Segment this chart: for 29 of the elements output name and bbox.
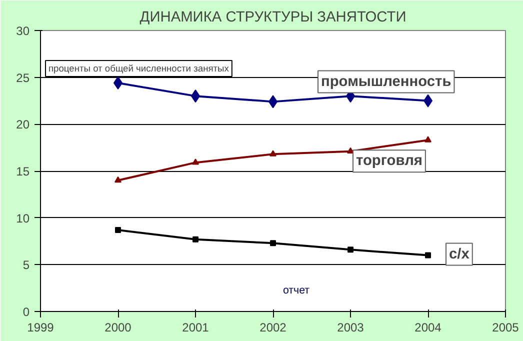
annotation: проценты от общей численности занятых — [48, 64, 230, 74]
series-label: промышленность — [321, 74, 452, 90]
x-tick-label: 2005 — [492, 320, 520, 334]
chart-title: ДИНАМИКА СТРУКТУРЫ ЗАНЯТОСТИ — [140, 10, 406, 26]
point — [424, 136, 432, 142]
y-tick-label: 20 — [16, 118, 30, 132]
x-tick-label: 1999 — [27, 320, 54, 334]
point — [192, 236, 198, 242]
x-tick-label: 2003 — [337, 320, 364, 334]
annotation: отчет — [282, 284, 310, 296]
y-tick-label: 15 — [16, 164, 30, 178]
point — [114, 176, 122, 183]
series-label: с/х — [449, 246, 470, 262]
y-tick-label: 5 — [22, 258, 30, 272]
y-tick-label: 25 — [16, 70, 30, 85]
point — [348, 246, 354, 253]
point — [115, 227, 121, 234]
y-tick-label: 10 — [16, 211, 30, 226]
point — [425, 252, 431, 258]
x-tick-label: 2004 — [414, 320, 442, 334]
series-label: торговля — [356, 153, 422, 170]
y-tick-label: 30 — [16, 24, 30, 38]
y-tick-label: 0 — [22, 305, 30, 319]
x-tick-label: 2000 — [104, 320, 132, 334]
point — [192, 158, 199, 165]
x-tick-label: 2002 — [260, 320, 287, 334]
x-tick-label: 2001 — [182, 320, 210, 334]
point — [270, 240, 276, 246]
point — [270, 150, 276, 156]
